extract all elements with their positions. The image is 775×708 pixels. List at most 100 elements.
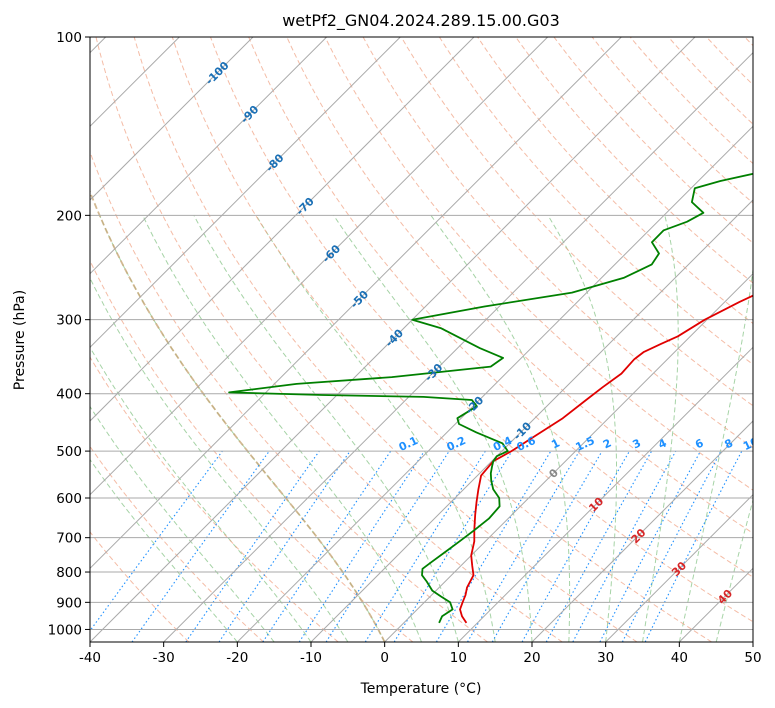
- profile-series: [228, 172, 753, 624]
- x-tick-label: 30: [597, 650, 614, 666]
- moist-adiabat: [193, 215, 459, 642]
- dry-adiabat: [133, 37, 638, 642]
- moist-adiabat: [715, 498, 753, 642]
- moist-adiabats: [90, 215, 753, 642]
- dry-adiabat: [90, 356, 339, 642]
- y-tick-label: 400: [56, 387, 82, 403]
- x-tick-label: 0: [380, 650, 389, 666]
- x-tick-label: -10: [300, 650, 322, 666]
- moist-adiabat: [255, 215, 496, 642]
- dry-adiabat: [95, 37, 563, 642]
- isotherm-line: [752, 641, 753, 642]
- isotherm-line: [90, 37, 401, 349]
- y-tick-label: 200: [56, 208, 82, 224]
- mixing-ratio-line: [325, 450, 450, 642]
- dry-adiabat: [591, 37, 753, 204]
- wetbulb-line: [90, 189, 386, 642]
- mixing-ratio-lines: [90, 450, 743, 642]
- x-axis-ticks: -40 -30 -20 -10 0 10 20 30 40 50: [79, 642, 762, 666]
- dry-adiabat: [171, 37, 712, 642]
- mixing-ratio-line: [467, 450, 580, 642]
- dry-adiabat: [286, 37, 753, 534]
- y-tick-label: 300: [56, 313, 82, 329]
- dry-adiabat: [90, 445, 264, 642]
- profile-line: [459, 294, 753, 624]
- moist-adiabat: [90, 405, 275, 642]
- moist-adiabat: [90, 458, 238, 642]
- isotherm-line: [90, 37, 254, 201]
- mixing-ratio-line: [364, 450, 486, 642]
- mixing-ratio-label: 13: [771, 435, 775, 453]
- x-tick-label: -30: [153, 650, 175, 666]
- y-tick-label: 900: [56, 595, 82, 611]
- isotherm-line: [678, 567, 753, 642]
- x-tick-label: 10: [450, 650, 467, 666]
- isotherm-line: [384, 272, 753, 642]
- mixing-ratio-line: [298, 450, 425, 642]
- y-tick-label: 1000: [48, 622, 82, 638]
- dry-adiabat: [210, 37, 753, 623]
- moist-adiabat: [99, 215, 386, 642]
- moist-adiabat: [90, 346, 312, 642]
- mixing-ratio-line: [521, 450, 630, 642]
- mixing-ratio-label: 1: [549, 436, 561, 451]
- mixing-ratio-label: 10: [741, 435, 761, 453]
- mixing-ratio-line: [90, 450, 223, 632]
- wetbulb-curve: [90, 189, 386, 642]
- isotherm-label: -90: [238, 103, 261, 126]
- isotherm-label: -100: [203, 59, 232, 88]
- dry-adiabat: [668, 37, 753, 125]
- dry-adiabat: [324, 37, 753, 491]
- isotherm-line: [90, 37, 696, 642]
- mixing-ratio-line: [185, 450, 320, 642]
- moist-adiabat: [142, 215, 422, 642]
- chart-title: wetPf2_GN04.2024.289.15.00.G03: [282, 11, 560, 31]
- pressure-gridlines: [90, 37, 753, 630]
- mixing-ratio-line: [491, 450, 603, 642]
- y-tick-label: 500: [56, 444, 82, 460]
- x-axis-label: Temperature (°C): [360, 681, 482, 697]
- mixing-ratio-label: 2: [601, 436, 613, 451]
- y-tick-label: 600: [56, 491, 82, 507]
- dry-adiabat: [438, 37, 753, 365]
- x-tick-label: 50: [744, 650, 761, 666]
- mixing-ratio-line: [131, 450, 270, 642]
- dry-adiabat: [90, 259, 414, 642]
- dry-adiabat: [477, 37, 753, 325]
- isotherm-line: [90, 37, 475, 422]
- mixing-ratio-label: 3: [630, 436, 642, 451]
- mixing-ratio-line: [572, 450, 677, 642]
- mixing-ratio-line: [393, 450, 513, 642]
- mixing-ratio-line: [218, 450, 351, 642]
- x-tick-label: -20: [226, 650, 248, 666]
- moist-adiabat: [678, 266, 753, 642]
- plot-area: -100-90-80-70-60-50-40-30-20-10010203040…: [90, 37, 775, 642]
- mixing-ratio-line: [435, 450, 552, 642]
- moist-adiabat: [333, 215, 533, 642]
- x-tick-label: 40: [671, 650, 688, 666]
- y-axis-label: Pressure (hPa): [12, 290, 28, 390]
- dry-adiabat: [744, 37, 753, 47]
- y-tick-label: 700: [56, 531, 82, 547]
- mixing-ratio-label: 4: [656, 436, 669, 451]
- mixing-ratio-line: [599, 450, 701, 642]
- dry-adiabat: [400, 37, 753, 407]
- y-tick-label: 100: [56, 30, 82, 46]
- mixing-ratio-line: [262, 450, 392, 642]
- isotherm-line: [531, 420, 753, 642]
- dry-adiabat: [248, 37, 753, 578]
- profile-line: [228, 172, 753, 624]
- isotherm-line: [310, 199, 753, 642]
- isotherm-line: [90, 37, 549, 496]
- x-tick-label: 20: [523, 650, 540, 666]
- isotherm-line: [236, 125, 753, 642]
- dry-adiabat: [515, 37, 753, 284]
- y-tick-label: 800: [56, 565, 82, 581]
- isotherm-line: [90, 37, 622, 570]
- dry-adiabat: [90, 150, 488, 642]
- moist-adiabat: [642, 215, 679, 642]
- isotherm-line: [457, 346, 753, 642]
- skewed-isotherms: [90, 37, 753, 642]
